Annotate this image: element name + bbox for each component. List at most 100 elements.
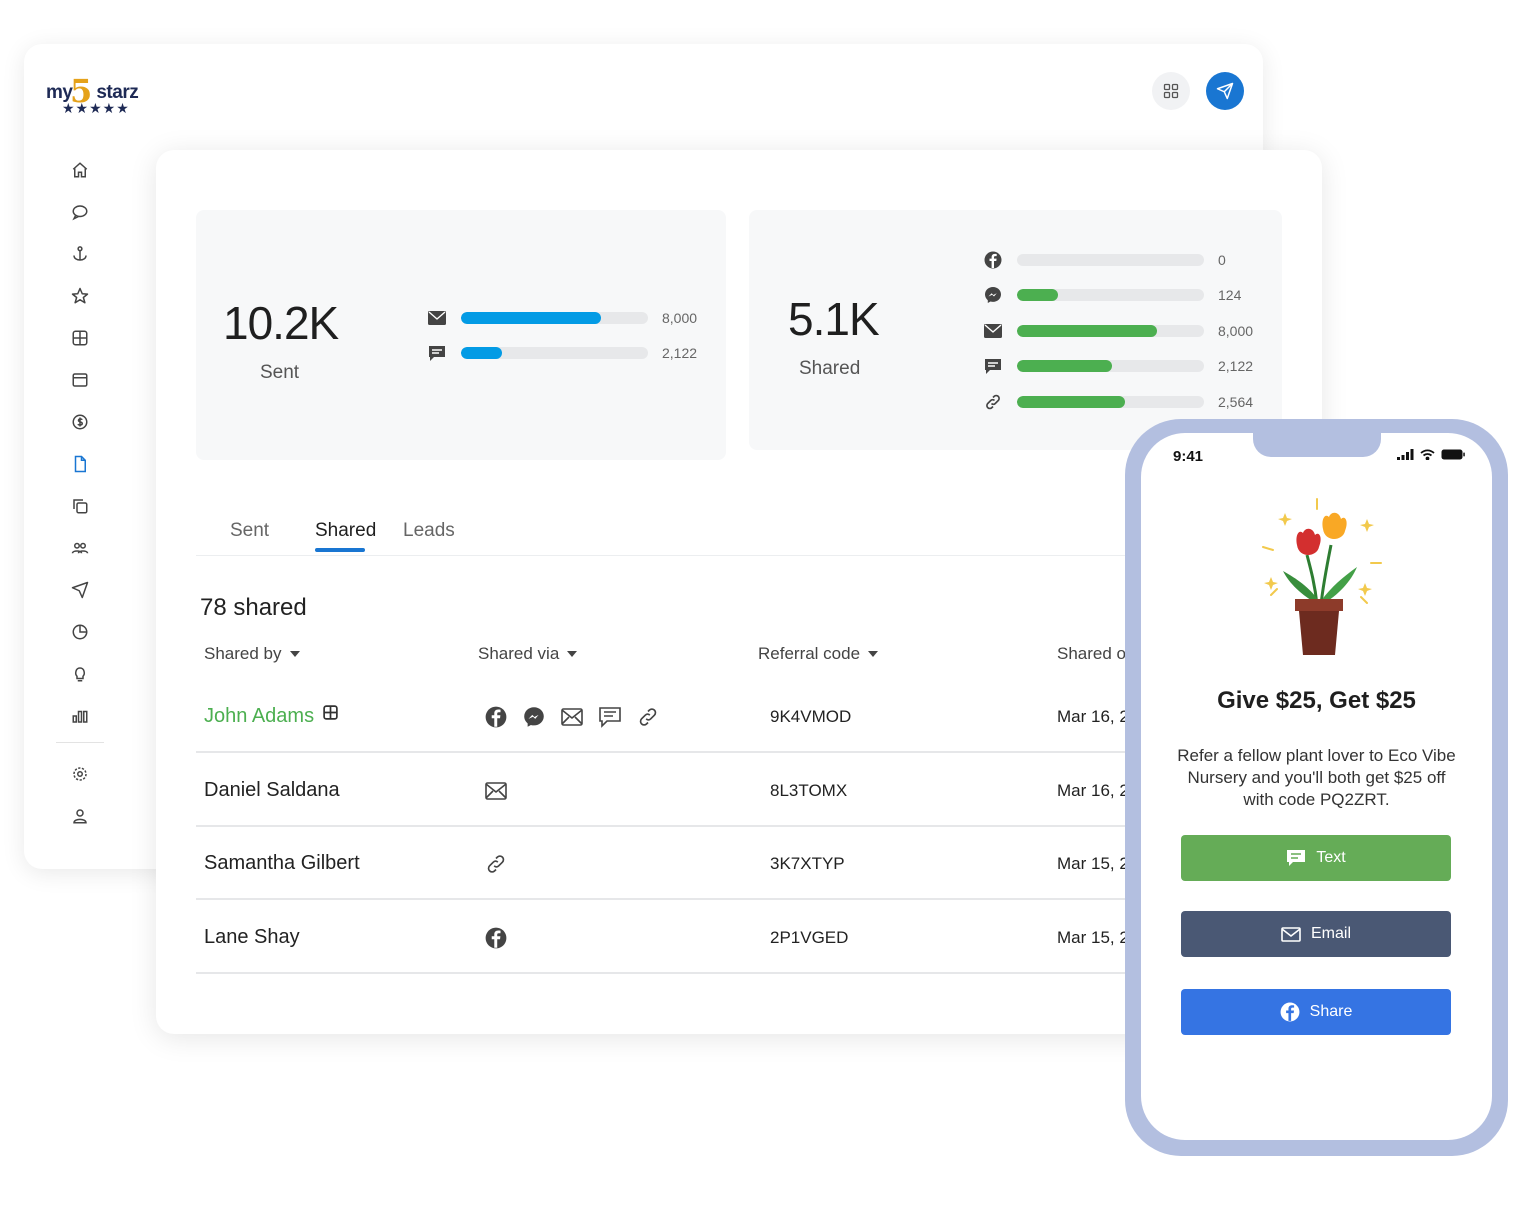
facebook-icon [482,924,510,952]
facebook-icon [1280,1002,1300,1022]
bar-chart-icon[interactable] [70,706,90,726]
shared-label: Shared [799,358,861,379]
shared-email-bar: 8,000 [983,321,1268,341]
row-channels [482,680,662,753]
logo-text: my starz [46,82,139,103]
link-icon [482,850,510,878]
row-name[interactable]: Lane Shay [204,926,300,948]
shared-facebook-bar: 0 [983,250,1268,270]
sent-label: Sent [260,362,300,383]
logo-stars-icon: ★★★★★ [62,100,130,116]
user-profile-icon[interactable] [70,806,90,826]
messenger-icon [983,285,1003,305]
caret-down-icon [868,651,879,657]
shared-bar-fill-2 [1017,325,1158,337]
dollar-icon[interactable] [70,412,90,432]
link-icon [634,703,662,731]
envelope-icon [558,703,586,731]
column-shared-by[interactable]: Shared by [204,644,300,664]
chat-bubble-icon[interactable] [70,202,90,222]
facebook-icon [482,703,510,731]
sent-email-bar: 8,000 [427,308,712,328]
envelope-icon [1281,926,1301,942]
facebook-share-button[interactable]: Share [1181,989,1451,1035]
text-button-label: Text [1316,849,1346,866]
row-date: Mar 16, 2 [1057,706,1129,726]
sent-text-bar: 2,122 [427,343,712,363]
column-shared-via[interactable]: Shared via [478,644,578,664]
text-share-button[interactable]: Text [1181,835,1451,881]
shared-link-value: 2,564 [1218,394,1254,410]
tab-sent[interactable]: Sent [230,520,270,541]
copy-icon[interactable] [70,496,90,516]
caret-down-icon [289,651,300,657]
tab-shared[interactable]: Shared [315,520,377,541]
link-icon [983,392,1003,412]
row-name[interactable]: Daniel Saldana [204,779,340,801]
sent-text-value: 2,122 [662,345,698,361]
pie-chart-icon[interactable] [70,622,90,642]
chat-icon [596,703,624,731]
shared-total: 5.1K [788,293,880,345]
table-row[interactable]: Samantha Gilbert 3K7XTYP Mar 15, 2 [196,827,1196,900]
sent-bar-fill-1 [461,347,503,359]
sent-stat-box: 10.2K Sent 8,000 2,122 [196,210,726,460]
table-row[interactable]: John Adams 9K4VMOD Mar 16, 2 [196,680,1196,753]
lightbulb-icon[interactable] [70,664,90,684]
home-icon[interactable] [70,160,90,180]
row-name[interactable]: Samantha Gilbert [204,852,360,874]
row-date: Mar 15, 2 [1057,853,1129,873]
table-row[interactable]: Daniel Saldana 8L3TOMX Mar 16, 2 [196,754,1196,827]
paper-plane-icon [1216,82,1234,100]
anchor-icon[interactable] [70,244,90,264]
settings-gear-icon[interactable] [70,764,90,784]
shared-facebook-value: 0 [1218,252,1226,268]
row-date: Mar 16, 2 [1057,780,1129,800]
send-invite-button[interactable] [1206,72,1244,110]
shared-bar-fill-3 [1017,360,1113,372]
grid-icon [1163,83,1179,99]
send-icon[interactable] [70,580,90,600]
row-name[interactable]: John Adams [204,680,339,753]
status-time: 9:41 [1173,448,1204,465]
email-share-button[interactable]: Email [1181,911,1451,957]
chat-icon [983,356,1003,376]
tab-leads[interactable]: Leads [403,520,455,541]
calendar-icon[interactable] [70,370,90,390]
shared-link-bar: 2,564 [983,392,1268,412]
wifi-icon [1420,449,1435,460]
messenger-icon [520,703,548,731]
shared-count-title: 78 shared [200,594,307,621]
shared-messenger-bar: 124 [983,285,1268,305]
row-referral-code: 9K4VMOD [770,706,852,726]
column-shared-on[interactable]: Shared o [1057,644,1126,664]
sent-total: 10.2K [223,297,339,349]
row-name-text: John Adams [204,705,315,727]
apps-grid-button[interactable] [1152,72,1190,110]
shared-stat-box: 5.1K Shared 0 124 8,000 2,122 2,564 [749,210,1282,450]
table-row[interactable]: Lane Shay 2P1VGED Mar 15, 2 [196,901,1196,974]
column-label: Shared by [204,644,282,663]
column-referral-code[interactable]: Referral code [758,644,879,664]
row-referral-code: 3K7XTYP [770,853,845,873]
column-label: Shared o [1057,644,1126,663]
phone-mockup: 9:41 Give $25, Get $25 [1125,419,1508,1156]
row-channels [482,901,510,974]
sidebar-divider [56,742,104,743]
users-icon[interactable] [70,538,90,558]
sent-bar-fill-0 [461,312,602,324]
star-icon[interactable] [70,286,90,306]
shared-text-value: 2,122 [1218,358,1254,374]
promo-title: Give $25, Get $25 [1217,687,1416,714]
gift-icon[interactable] [70,328,90,348]
envelope-icon [482,777,510,805]
signal-icon [1397,449,1414,460]
sent-email-value: 8,000 [662,310,698,326]
chat-icon [427,343,447,363]
row-referral-code: 2P1VGED [770,927,849,947]
document-icon[interactable] [70,454,90,474]
gift-badge-icon [323,705,338,720]
row-channels [482,754,510,827]
brand-logo[interactable]: my starz 5 ★★★★★ [46,72,142,124]
battery-icon [1441,449,1465,460]
